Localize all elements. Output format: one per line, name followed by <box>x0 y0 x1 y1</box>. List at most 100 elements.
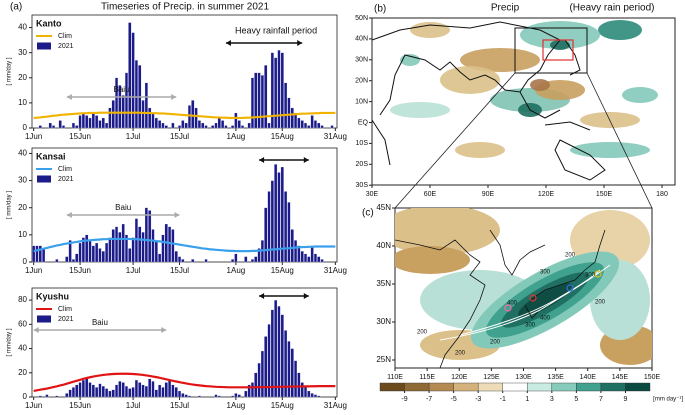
bar <box>178 125 182 129</box>
bar <box>144 207 148 263</box>
lon-label: 120E <box>538 191 555 198</box>
x-tick-label: 1Aug <box>227 401 246 410</box>
bar <box>141 384 145 398</box>
x-tick-label: 31Aug <box>324 266 347 275</box>
bar <box>168 226 172 263</box>
lon-label: 120E <box>451 374 468 381</box>
bar <box>131 387 135 398</box>
bar <box>221 120 225 129</box>
y-tick-label: 80 <box>18 295 27 304</box>
y-tick-label: 0 <box>23 392 28 401</box>
x-tick-label: 1Jul <box>126 132 141 141</box>
y-axis-label: [ mm/day ] <box>7 191 13 219</box>
bar <box>105 242 109 263</box>
lat-label: 30S <box>356 182 369 189</box>
legend-label: 2021 <box>58 43 74 50</box>
lat-label: 35N <box>376 279 391 288</box>
bar <box>98 383 102 398</box>
bar <box>217 395 221 398</box>
bar <box>138 226 142 263</box>
bar <box>267 122 271 129</box>
bar <box>154 240 158 263</box>
bar <box>250 259 254 263</box>
bar <box>234 393 238 398</box>
bar <box>317 395 321 398</box>
colorbar-bin <box>404 382 430 392</box>
lon-label: 115E <box>419 374 435 381</box>
region-name: Kansai <box>36 151 66 161</box>
bar <box>277 172 281 263</box>
x-tick-label: 15Aug <box>271 266 294 275</box>
bar <box>128 248 132 263</box>
legend-label: Clim <box>58 33 72 40</box>
bar <box>313 394 317 398</box>
bar <box>214 394 218 398</box>
bar <box>164 382 168 398</box>
colorbar-label: 7 <box>599 396 603 403</box>
bar <box>95 115 99 129</box>
colorbar-label: -3 <box>475 396 481 403</box>
bar <box>267 191 271 263</box>
colorbar-label: 1 <box>525 396 529 403</box>
bar <box>297 117 301 129</box>
bar <box>32 245 36 263</box>
x-tick-label: 31Aug <box>324 401 347 410</box>
bar <box>294 240 298 263</box>
station-marker <box>529 294 537 302</box>
bar <box>317 122 321 129</box>
bar <box>330 125 334 129</box>
bar <box>290 107 294 129</box>
contour-label: 300 <box>540 270 551 276</box>
bar <box>237 120 241 129</box>
x-tick-label: 1Jun <box>25 132 42 141</box>
bar <box>85 115 89 129</box>
lat-label: 50N <box>355 15 368 22</box>
lon-label: 150E <box>596 191 613 198</box>
lon-label: 110E <box>387 374 403 381</box>
bar <box>181 259 185 263</box>
lon-label: 60E <box>424 191 437 198</box>
bar <box>217 117 221 129</box>
bar <box>284 82 288 129</box>
x-tick-label: 1Aug <box>227 132 246 141</box>
bar <box>134 60 138 129</box>
contour-label: 200 <box>490 340 501 346</box>
bar <box>141 100 145 129</box>
bar <box>297 372 301 398</box>
precip-anomaly <box>598 20 642 40</box>
lon-label: 30E <box>366 191 379 198</box>
lat-label: 25N <box>376 355 391 364</box>
bar <box>48 122 52 129</box>
bar <box>75 125 79 129</box>
bar <box>320 259 324 263</box>
bar <box>164 125 168 129</box>
region-name: Kyushu <box>36 291 69 301</box>
bar <box>111 100 115 129</box>
bar <box>85 234 89 263</box>
bar <box>174 387 178 398</box>
bar <box>98 248 102 263</box>
contour-line <box>439 264 611 341</box>
bar <box>303 122 308 129</box>
bar <box>287 202 291 263</box>
bar <box>95 387 99 398</box>
x-tick-label: 1Jun <box>25 401 42 410</box>
bar <box>204 259 208 263</box>
colorbar-bin <box>527 382 553 392</box>
bar <box>128 388 132 398</box>
legend-box <box>37 315 51 323</box>
bar <box>307 256 311 263</box>
bar <box>158 253 162 263</box>
x-tick-label: 1Jun <box>25 266 42 275</box>
lat-label: 45N <box>376 203 391 212</box>
bar <box>105 122 109 129</box>
bar <box>171 122 175 129</box>
lat-label: 10S <box>356 140 369 147</box>
bar <box>240 125 245 129</box>
map-b-field <box>372 20 658 181</box>
y-tick-label: 40 <box>18 344 27 353</box>
bar <box>181 120 185 129</box>
bar <box>81 112 85 129</box>
y-tick-label: 40 <box>18 149 27 158</box>
colorbar-label: -1 <box>500 396 506 403</box>
